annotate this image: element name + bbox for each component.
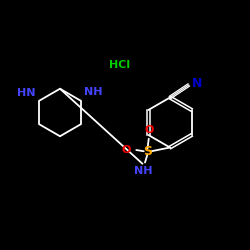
Text: O: O <box>144 125 154 135</box>
Text: HCl: HCl <box>110 60 130 70</box>
Text: O: O <box>121 145 130 155</box>
Text: NH: NH <box>84 87 103 97</box>
Text: NH: NH <box>134 166 153 176</box>
Text: HN: HN <box>17 88 36 98</box>
Text: S: S <box>143 145 152 158</box>
Text: N: N <box>192 77 202 90</box>
